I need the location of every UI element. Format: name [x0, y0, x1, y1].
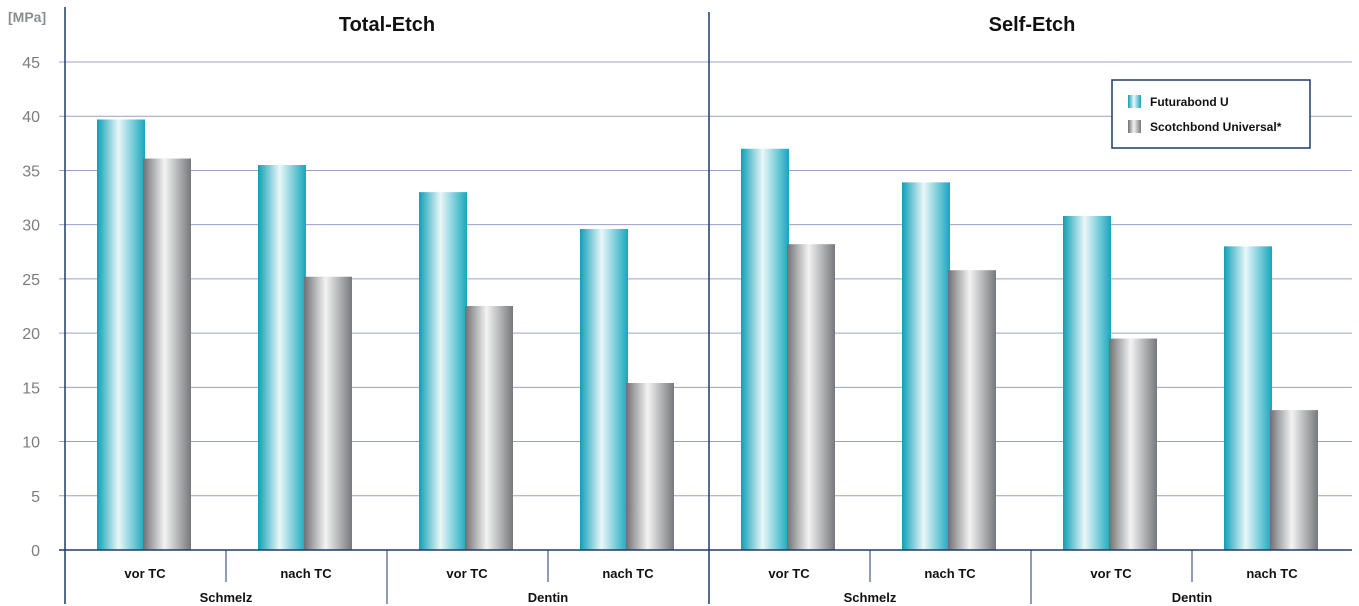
bar-2-1-series1	[741, 148, 789, 550]
y-tick-label: 40	[22, 109, 40, 126]
y-tick-label: 25	[22, 272, 40, 289]
y-tick-label: 0	[31, 543, 40, 560]
category-label: nach TC	[924, 566, 976, 581]
bar-2-4-series1	[1224, 246, 1272, 550]
bar-2-2-series1	[902, 182, 950, 550]
category-label: nach TC	[280, 566, 332, 581]
category-labels: vor TC nach TC Schmelz vor TC nach TC Dentin v…	[124, 566, 1298, 605]
axes	[59, 7, 1352, 604]
bar-1-4-series1	[580, 229, 628, 550]
bar-1-2-series2	[304, 276, 352, 550]
panel-title-self-etch: Self-Etch	[989, 14, 1076, 36]
y-tick-label: 35	[22, 163, 40, 180]
y-tick-label: 30	[22, 218, 40, 235]
legend-label-futurabond: Futurabond U	[1150, 95, 1229, 109]
y-tick-label: 20	[22, 326, 40, 343]
legend-label-scotchbond: Scotchbond Universal*	[1150, 120, 1282, 134]
bar-2-2-series2	[948, 270, 996, 550]
bar-2-3-series2	[1109, 338, 1157, 550]
bar-2-1-series2	[787, 244, 835, 551]
group-label: Dentin	[1172, 590, 1213, 605]
bar-1-4-series2	[626, 382, 674, 550]
group-label: Schmelz	[844, 590, 897, 605]
legend-swatch-scotchbond	[1128, 120, 1141, 133]
bar-1-2-series1	[258, 165, 306, 550]
y-tick-label: 10	[22, 435, 40, 452]
legend-box	[1111, 79, 1311, 149]
y-axis-unit: [MPa]	[8, 9, 46, 25]
group-label: Schmelz	[200, 590, 253, 605]
bar-1-3-series2	[465, 306, 513, 550]
y-tick-label: 15	[22, 380, 40, 397]
bars	[97, 119, 1318, 551]
legend: Futurabond U Scotchbond Universal*	[1111, 79, 1311, 149]
category-label: vor TC	[768, 566, 810, 581]
category-label: vor TC	[124, 566, 166, 581]
bar-2-4-series2	[1270, 410, 1318, 550]
bar-1-3-series1	[419, 192, 467, 550]
category-label: nach TC	[1246, 566, 1298, 581]
bar-1-1-series1	[97, 119, 145, 550]
bar-2-3-series1	[1063, 215, 1111, 551]
bar-1-1-series2	[143, 158, 191, 550]
category-label: vor TC	[446, 566, 488, 581]
y-axis-ticks: 0 5 10 15 20 25 30 35 40 45	[22, 55, 40, 560]
y-tick-label: 5	[31, 489, 40, 506]
legend-swatch-futurabond	[1128, 95, 1141, 108]
category-label: vor TC	[1090, 566, 1132, 581]
y-tick-label: 45	[22, 55, 40, 72]
panel-title-total-etch: Total-Etch	[339, 14, 435, 36]
group-label: Dentin	[528, 590, 569, 605]
category-label: nach TC	[602, 566, 654, 581]
